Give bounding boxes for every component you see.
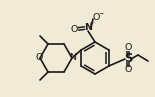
Text: O: O (35, 54, 43, 62)
Text: O: O (70, 26, 78, 35)
Text: O: O (124, 43, 132, 52)
Text: −: − (98, 10, 104, 16)
Text: +: + (89, 20, 95, 26)
Text: O: O (92, 13, 100, 23)
Text: N: N (69, 54, 77, 62)
Text: N: N (84, 23, 92, 32)
Text: O: O (124, 65, 132, 74)
Text: S: S (124, 52, 132, 65)
